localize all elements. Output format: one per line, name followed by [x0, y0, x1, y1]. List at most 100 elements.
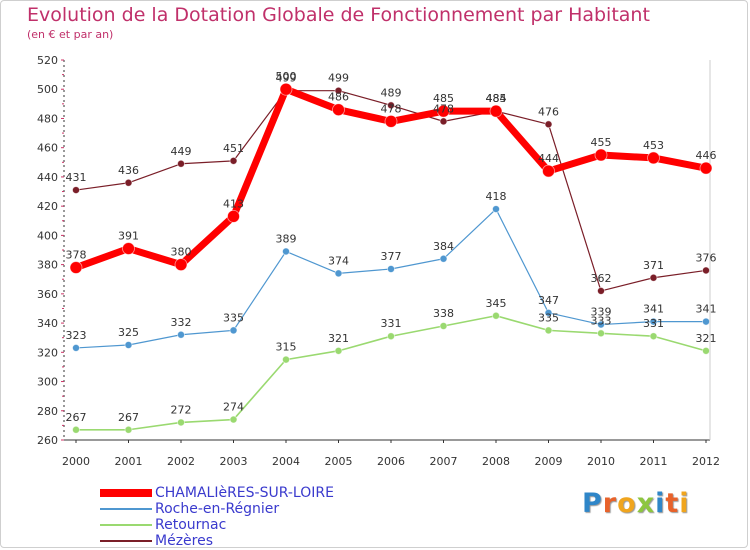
data-label: 321 — [696, 332, 717, 345]
x-tick-label: 2010 — [587, 455, 615, 468]
data-point — [174, 258, 188, 272]
data-point — [334, 86, 343, 95]
data-label: 486 — [328, 91, 349, 104]
x-tick-label: 2001 — [115, 455, 143, 468]
legend-swatch — [100, 524, 152, 526]
data-label: 476 — [538, 105, 559, 118]
data-point — [124, 341, 133, 349]
legend-label: CHAMALIèRES-SUR-LOIRE — [155, 485, 334, 501]
data-label: 332 — [171, 316, 192, 329]
x-tick-label: 2011 — [640, 455, 668, 468]
data-point — [387, 332, 395, 341]
data-point — [387, 265, 395, 273]
data-label: 444 — [538, 152, 559, 165]
data-label: 478 — [381, 102, 402, 115]
data-label: 484 — [486, 92, 507, 105]
data-label: 446 — [696, 149, 717, 162]
y-tick-label: 520 — [37, 54, 58, 67]
data-label: 500 — [276, 70, 297, 83]
x-tick-label: 2003 — [220, 455, 248, 468]
data-point — [649, 332, 658, 341]
data-label: 449 — [171, 145, 192, 158]
data-point — [72, 186, 80, 194]
y-tick-label: 420 — [37, 200, 58, 213]
x-tick-label: 2009 — [535, 455, 563, 468]
data-point — [492, 205, 500, 213]
data-label: 489 — [381, 86, 402, 99]
data-point — [597, 320, 605, 329]
y-tick-label: 400 — [37, 229, 58, 242]
data-label: 478 — [433, 102, 454, 115]
x-tick-label: 2000 — [62, 455, 90, 468]
chart-subtitle: (en € et par an) — [27, 28, 114, 41]
data-label: 345 — [486, 297, 507, 310]
data-label: 341 — [696, 303, 717, 316]
data-label: 391 — [118, 230, 139, 243]
data-label: 274 — [223, 401, 244, 414]
y-tick-label: 440 — [37, 171, 58, 184]
data-point — [229, 156, 238, 165]
series-2 — [72, 311, 710, 434]
data-label: 499 — [276, 72, 297, 85]
legend-swatch — [100, 540, 152, 542]
data-label: 347 — [538, 294, 559, 307]
data-label: 436 — [118, 164, 139, 177]
data-label: 377 — [381, 250, 402, 263]
legend-item: Mézères — [100, 533, 420, 549]
data-point — [282, 355, 290, 364]
data-point — [229, 326, 238, 335]
data-point — [649, 317, 658, 326]
data-point — [124, 178, 133, 187]
data-point — [492, 311, 500, 320]
y-tick-label: 480 — [37, 112, 58, 125]
x-tick-label: 2007 — [430, 455, 458, 468]
data-point — [177, 159, 185, 168]
y-tick-label: 360 — [37, 288, 58, 301]
series-0 — [69, 82, 713, 274]
data-label: 323 — [66, 329, 87, 342]
data-label: 335 — [538, 311, 559, 324]
data-label: 431 — [66, 171, 87, 184]
x-tick-label: 2004 — [272, 455, 300, 468]
data-point — [439, 254, 448, 263]
data-point — [542, 164, 555, 178]
x-tick-label: 2008 — [482, 455, 510, 468]
legend-label: Roche-en-Régnier — [155, 501, 280, 517]
data-label: 378 — [66, 249, 87, 262]
data-point — [387, 101, 395, 110]
data-label: 384 — [433, 240, 454, 253]
chart-axes: 260 280 300 320 340 360 380 400 420 440 460 480 500 5… — [37, 54, 720, 468]
data-point — [334, 269, 343, 278]
data-point — [597, 287, 605, 295]
data-label: 362 — [591, 272, 612, 285]
data-label: 331 — [381, 317, 402, 330]
data-point — [699, 161, 713, 175]
data-point — [177, 418, 185, 427]
x-tick-label: 2006 — [377, 455, 405, 468]
legend-swatch — [100, 508, 152, 510]
data-point — [437, 104, 450, 118]
data-label: 389 — [276, 232, 297, 245]
data-point — [229, 415, 238, 424]
series-layer — [69, 82, 713, 434]
legend-item: Roche-en-Régnier — [100, 501, 420, 517]
legend-swatch — [100, 489, 152, 497]
series-1 — [72, 205, 710, 352]
data-label: 341 — [643, 303, 664, 316]
data-point — [69, 261, 83, 274]
data-point — [647, 151, 660, 165]
data-label: 376 — [696, 251, 717, 264]
data-point — [544, 308, 553, 317]
data-label: 267 — [66, 411, 87, 424]
data-point — [124, 425, 133, 434]
y-tick-label: 460 — [37, 142, 58, 155]
legend-item: CHAMALIèRES-SUR-LOIRE — [100, 485, 420, 501]
y-tick-label: 260 — [37, 434, 58, 447]
data-point — [384, 114, 398, 128]
x-tick-label: 2012 — [692, 455, 720, 468]
data-label: 485 — [433, 92, 454, 105]
data-label: 338 — [433, 307, 454, 320]
data-point — [702, 346, 710, 355]
